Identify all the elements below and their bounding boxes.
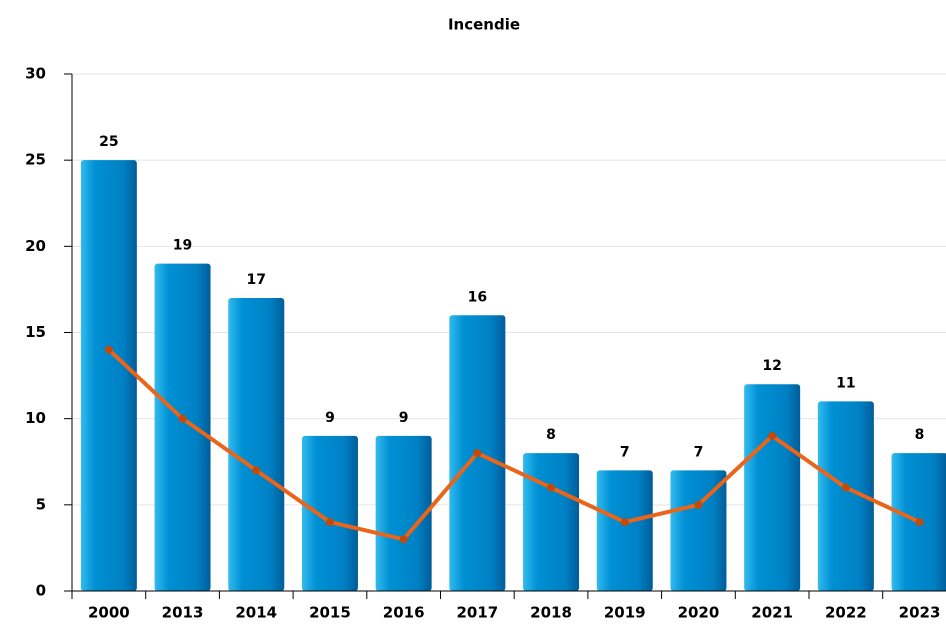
x-tick-label: 2018 [530, 604, 572, 622]
line [107, 348, 921, 542]
point [547, 483, 556, 492]
x-tick-label: 2016 [383, 604, 425, 622]
bar [670, 470, 727, 591]
x-tick-label: 2000 [88, 604, 130, 622]
x-tick-label: 2020 [678, 604, 720, 622]
bar [375, 435, 432, 591]
y-tick-label: 15 [25, 323, 46, 341]
x-tick-label: 2017 [456, 604, 498, 622]
point [768, 431, 777, 440]
value-label: 19 [173, 238, 192, 254]
point [915, 518, 924, 527]
bar [80, 160, 137, 591]
chart-title: Incendie [448, 16, 520, 34]
value-label: 9 [325, 410, 335, 426]
x-tick-label: 2022 [825, 604, 867, 622]
point [178, 414, 187, 423]
point [325, 518, 334, 527]
point [620, 518, 629, 527]
x-tick-label: 2015 [309, 604, 351, 622]
bar [228, 298, 285, 591]
y-tick-label: 10 [25, 409, 46, 427]
bar [817, 401, 874, 591]
value-label: 25 [99, 134, 118, 150]
value-label: 9 [399, 410, 409, 426]
bar [744, 384, 801, 591]
bar [301, 435, 358, 591]
point [399, 535, 408, 544]
value-label: 8 [546, 427, 556, 443]
bar [523, 453, 580, 591]
point [841, 483, 850, 492]
y-tick-label: 0 [36, 582, 46, 600]
value-label: 7 [620, 444, 630, 460]
y-tick-label: 30 [25, 65, 46, 83]
value-label: 11 [836, 375, 855, 391]
x-tick-label: 2023 [899, 604, 941, 622]
y-tick-label: 20 [25, 237, 46, 255]
value-label: 17 [247, 272, 266, 288]
value-label: 8 [915, 427, 925, 443]
point [694, 500, 703, 509]
x-tick-label: 2021 [751, 604, 793, 622]
point [473, 449, 482, 458]
point [104, 345, 113, 354]
bar [154, 263, 211, 591]
value-label: 7 [694, 444, 704, 460]
x-tick-label: 2013 [162, 604, 204, 622]
y-tick-label: 5 [36, 495, 46, 513]
x-tick-label: 2014 [235, 604, 277, 622]
y-tick-label: 25 [25, 151, 46, 169]
value-label: 16 [468, 289, 487, 305]
bar [596, 470, 653, 591]
value-label: 12 [762, 358, 781, 374]
point [252, 466, 261, 475]
x-tick-label: 2019 [604, 604, 646, 622]
